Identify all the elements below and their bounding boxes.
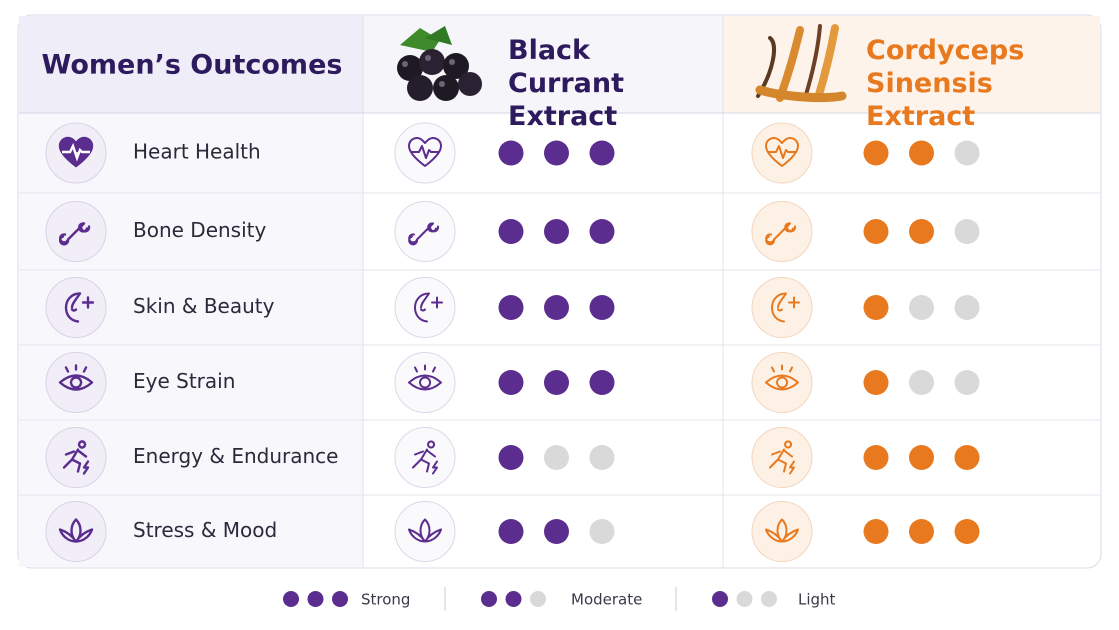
rating-dot <box>498 445 524 470</box>
legend-dot <box>505 591 522 607</box>
rating-dot <box>498 295 524 320</box>
row-label: Bone Density <box>133 218 266 242</box>
rating-dot <box>863 295 889 320</box>
rating-dot <box>954 219 980 244</box>
legend-label: Strong <box>361 591 410 609</box>
icon-badge <box>45 427 107 488</box>
row-icon <box>58 222 91 246</box>
icon-badge <box>45 501 107 562</box>
row-icon <box>64 292 95 323</box>
icon-badge <box>394 427 456 488</box>
cell-icon <box>414 292 443 323</box>
rating-dot <box>498 219 524 244</box>
rating-dot <box>589 519 615 544</box>
row-label: Eye Strain <box>133 369 235 393</box>
currant-image <box>397 26 482 101</box>
cordyceps-image <box>755 24 847 103</box>
row-icon-detail <box>62 142 90 162</box>
cell-icon <box>765 518 799 543</box>
icon-badge <box>394 352 456 413</box>
cell-icon <box>412 440 438 475</box>
rating-dot <box>954 445 980 470</box>
rating-dot <box>954 295 980 320</box>
rating-dot <box>589 370 615 395</box>
row-label: Heart Health <box>133 140 261 164</box>
rating-dot <box>498 519 524 544</box>
legend-dot <box>332 591 348 607</box>
cell-icon <box>408 364 442 391</box>
legend-dot <box>761 591 777 607</box>
rating-dot <box>863 370 889 395</box>
rating-dot <box>863 519 889 544</box>
row-label: Skin & Beauty <box>133 294 275 318</box>
rating-dot <box>589 219 615 244</box>
rating-dot <box>909 519 934 544</box>
cell-icon <box>408 518 442 543</box>
icon-badge <box>751 277 813 338</box>
rating-dot <box>498 140 524 166</box>
rating-dot <box>544 445 569 470</box>
legend-label: Light <box>798 591 836 609</box>
rating-dot <box>544 370 569 395</box>
icon-badge <box>394 501 456 562</box>
rating-dot <box>909 219 934 244</box>
row-label: Energy & Endurance <box>133 444 338 468</box>
cell-icon <box>408 137 442 167</box>
legend-label: Moderate <box>571 591 642 609</box>
cell-icon <box>765 364 799 391</box>
legend-dot <box>307 591 324 607</box>
icon-badge <box>751 501 813 562</box>
legend-dot <box>530 591 546 607</box>
icon-badge <box>751 352 813 413</box>
cell-icon <box>769 440 795 475</box>
row-icon <box>58 518 94 543</box>
column-name: Black Currant Extract <box>508 35 625 132</box>
rating-dot <box>544 140 569 166</box>
label-column <box>19 113 363 567</box>
header-title: Women’s Outcomes <box>42 50 343 81</box>
legend-dot <box>481 591 497 607</box>
cell-icon <box>771 292 800 323</box>
legend-dot <box>712 591 728 607</box>
row-icon <box>62 440 90 475</box>
rating-dot <box>954 519 980 544</box>
rating-dot <box>589 140 615 166</box>
rating-dot <box>863 445 889 470</box>
rating-dot <box>863 140 889 166</box>
icon-badge <box>45 277 107 338</box>
rating-dot <box>954 140 980 166</box>
column-name: Cordyceps Sinensis Extract <box>866 35 1025 132</box>
cell-icon <box>765 137 799 167</box>
legend-dot <box>283 591 299 607</box>
rating-dot <box>544 519 569 544</box>
row-icon <box>58 364 94 391</box>
rating-dot <box>589 295 615 320</box>
icon-badge <box>751 427 813 488</box>
rating-dot <box>909 295 934 320</box>
cell-icon <box>765 222 797 246</box>
rating-dot <box>589 445 615 470</box>
icon-badge <box>394 277 456 338</box>
rating-dot <box>954 370 980 395</box>
rating-dot <box>498 370 524 395</box>
rating-dot <box>544 219 569 244</box>
rating-dot <box>909 370 934 395</box>
header-cell <box>19 16 363 113</box>
rating-dot <box>909 445 934 470</box>
rating-dot <box>863 219 889 244</box>
rating-dot <box>909 140 934 166</box>
rating-dot <box>544 295 569 320</box>
cell-icon <box>408 222 440 246</box>
icon-badge <box>45 352 107 413</box>
legend-dot <box>736 591 753 607</box>
row-label: Stress & Mood <box>133 518 277 542</box>
